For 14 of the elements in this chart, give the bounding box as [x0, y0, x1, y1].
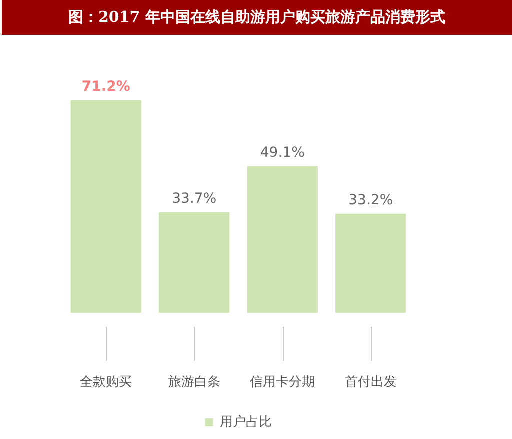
legend-label: 用户占比 — [220, 414, 272, 430]
bar — [159, 212, 230, 313]
x-tick-label: 信用卡分期 — [250, 375, 316, 390]
x-tick-label: 旅游白条 — [168, 375, 220, 390]
x-tick-label: 全款购买 — [80, 375, 132, 390]
data-label: 71.2% — [82, 78, 130, 95]
chart-title: 图：2017 年中国在线自助游用户购买旅游产品消费形式 — [2, 0, 512, 35]
data-label: 49.1% — [260, 144, 305, 161]
bar — [70, 100, 142, 313]
bar — [336, 214, 406, 313]
data-label: 33.2% — [348, 192, 394, 208]
x-tick-label: 首付出发 — [344, 375, 397, 390]
data-label: 33.7% — [172, 190, 217, 207]
bar — [247, 166, 318, 313]
